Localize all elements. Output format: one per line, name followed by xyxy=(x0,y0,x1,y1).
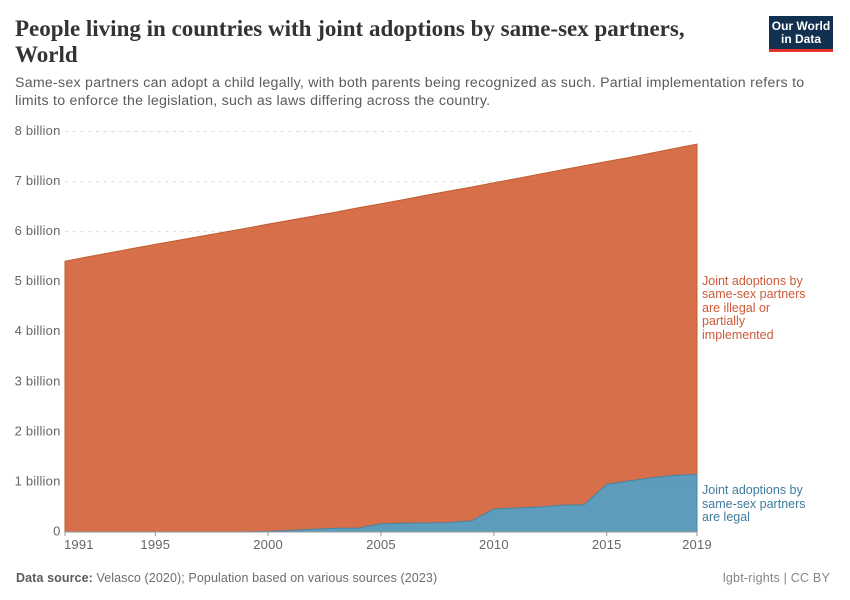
svg-text:2 billion: 2 billion xyxy=(15,423,61,438)
svg-text:0: 0 xyxy=(53,524,60,539)
svg-text:8 billion: 8 billion xyxy=(15,123,61,138)
svg-text:2005: 2005 xyxy=(366,537,396,552)
svg-text:2015: 2015 xyxy=(592,537,622,552)
svg-text:4 billion: 4 billion xyxy=(15,323,61,338)
svg-text:2010: 2010 xyxy=(479,537,509,552)
svg-text:2019: 2019 xyxy=(682,537,712,552)
svg-text:1991: 1991 xyxy=(64,537,94,552)
svg-text:3 billion: 3 billion xyxy=(15,373,61,388)
svg-text:7 billion: 7 billion xyxy=(15,173,61,188)
svg-text:2000: 2000 xyxy=(253,537,283,552)
svg-text:5 billion: 5 billion xyxy=(15,273,61,288)
svg-text:1995: 1995 xyxy=(140,537,170,552)
svg-text:1 billion: 1 billion xyxy=(15,473,61,488)
svg-text:6 billion: 6 billion xyxy=(15,223,61,238)
